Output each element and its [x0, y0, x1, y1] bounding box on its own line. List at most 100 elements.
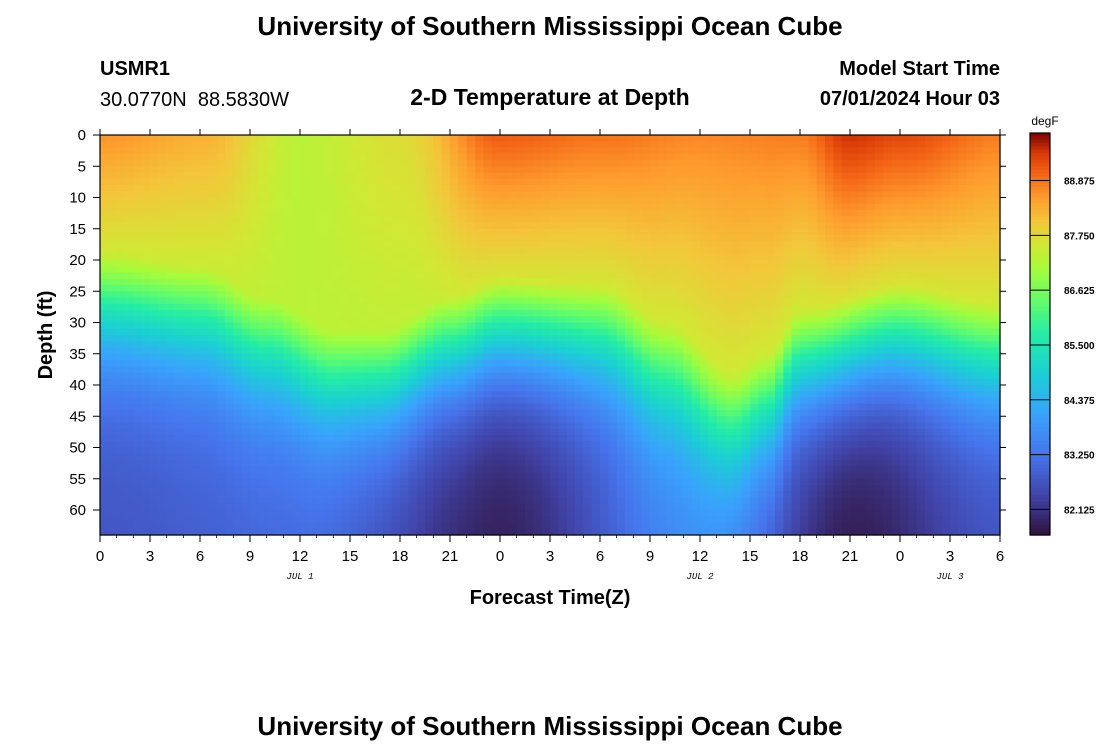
- heatmap-cell: [466, 310, 476, 317]
- heatmap-cell: [683, 516, 693, 524]
- heatmap-cell: [183, 360, 193, 367]
- heatmap-cell: [316, 516, 326, 524]
- heatmap-cell: [400, 497, 409, 505]
- heatmap-cell: [733, 310, 743, 317]
- heatmap-cell: [108, 441, 118, 449]
- heatmap-cell: [500, 403, 509, 411]
- heatmap-cell: [200, 453, 209, 461]
- heatmap-cell: [716, 478, 726, 486]
- heatmap-cell: [316, 485, 326, 492]
- heatmap-cell: [600, 528, 609, 536]
- heatmap-cell: [308, 472, 318, 480]
- heatmap-cell: [641, 147, 651, 155]
- heatmap-cell: [433, 528, 443, 536]
- heatmap-cell: [566, 160, 576, 167]
- heatmap-cell: [508, 397, 518, 405]
- heatmap-cell: [575, 303, 584, 311]
- heatmap-cell: [125, 528, 134, 536]
- heatmap-cell: [458, 241, 468, 249]
- heatmap-cell: [483, 516, 493, 524]
- heatmap-cell: [216, 235, 226, 242]
- heatmap-cell: [216, 422, 226, 430]
- heatmap-cell: [475, 410, 484, 417]
- heatmap-cell: [108, 335, 118, 342]
- heatmap-cell: [441, 510, 451, 517]
- heatmap-cell: [450, 197, 459, 205]
- heatmap-cell: [400, 360, 409, 367]
- heatmap-cell: [616, 172, 626, 180]
- heatmap-cell: [191, 310, 201, 317]
- heatmap-cell: [283, 428, 293, 436]
- heatmap-cell: [350, 153, 359, 161]
- heatmap-cell: [233, 378, 243, 386]
- heatmap-cell: [408, 410, 418, 417]
- heatmap-cell: [341, 172, 351, 180]
- heatmap-cell: [325, 416, 334, 424]
- heatmap-cell: [558, 416, 568, 424]
- heatmap-cell: [375, 322, 384, 330]
- heatmap-cell: [508, 466, 518, 474]
- heatmap-cell: [650, 247, 659, 255]
- heatmap-cell: [375, 291, 384, 299]
- heatmap-cell: [333, 172, 343, 180]
- heatmap-cell: [125, 247, 134, 255]
- heatmap-cell: [116, 303, 126, 311]
- heatmap-cell: [183, 185, 193, 192]
- heatmap-cell: [500, 241, 509, 249]
- heatmap-cell: [716, 147, 726, 155]
- heatmap-cell: [166, 310, 176, 317]
- heatmap-cell: [100, 385, 109, 392]
- heatmap-cell: [650, 485, 659, 492]
- heatmap-cell: [433, 428, 443, 436]
- heatmap-cell: [500, 141, 509, 149]
- heatmap-cell: [666, 241, 676, 249]
- heatmap-cell: [708, 491, 718, 499]
- heatmap-cell: [333, 147, 343, 155]
- heatmap-cell: [433, 497, 443, 505]
- heatmap-cell: [191, 260, 201, 267]
- heatmap-cell: [266, 222, 276, 230]
- heatmap-cell: [583, 166, 593, 174]
- heatmap-cell: [116, 453, 126, 461]
- heatmap-cell: [533, 416, 543, 424]
- heatmap-cell: [725, 503, 734, 511]
- heatmap-cell: [150, 528, 159, 536]
- heatmap-cell: [316, 503, 326, 511]
- heatmap-cell: [550, 297, 559, 305]
- heatmap-cell: [541, 516, 551, 524]
- heatmap-cell: [341, 241, 351, 249]
- heatmap-cell: [616, 285, 626, 292]
- heatmap-cell: [450, 466, 459, 474]
- heatmap-cell: [433, 260, 443, 267]
- heatmap-cell: [108, 478, 118, 486]
- heatmap-cell: [333, 397, 343, 405]
- heatmap-cell: [366, 491, 376, 499]
- heatmap-cell: [400, 210, 409, 217]
- heatmap-cell: [266, 528, 276, 536]
- heatmap-cell: [341, 266, 351, 274]
- heatmap-cell: [316, 172, 326, 180]
- heatmap-cell: [383, 503, 393, 511]
- heatmap-cell: [233, 135, 243, 142]
- heatmap-cell: [591, 172, 601, 180]
- heatmap-cell: [741, 435, 751, 442]
- heatmap-cell: [733, 241, 743, 249]
- heatmap-cell: [575, 328, 584, 336]
- heatmap-cell: [266, 147, 276, 155]
- heatmap-cell: [291, 460, 301, 467]
- heatmap-cell: [316, 510, 326, 517]
- heatmap-cell: [383, 478, 393, 486]
- heatmap-cell: [416, 353, 426, 361]
- heatmap-cell: [275, 228, 284, 236]
- heatmap-cell: [450, 503, 459, 511]
- heatmap-cell: [658, 216, 668, 224]
- heatmap-cell: [250, 441, 259, 449]
- heatmap-cell: [275, 166, 284, 174]
- heatmap-cell: [691, 510, 701, 517]
- heatmap-cell: [508, 216, 518, 224]
- heatmap-cell: [550, 366, 559, 374]
- heatmap-cell: [725, 210, 734, 217]
- heatmap-cell: [475, 153, 484, 161]
- heatmap-cell: [658, 410, 668, 417]
- heatmap-cell: [308, 253, 318, 261]
